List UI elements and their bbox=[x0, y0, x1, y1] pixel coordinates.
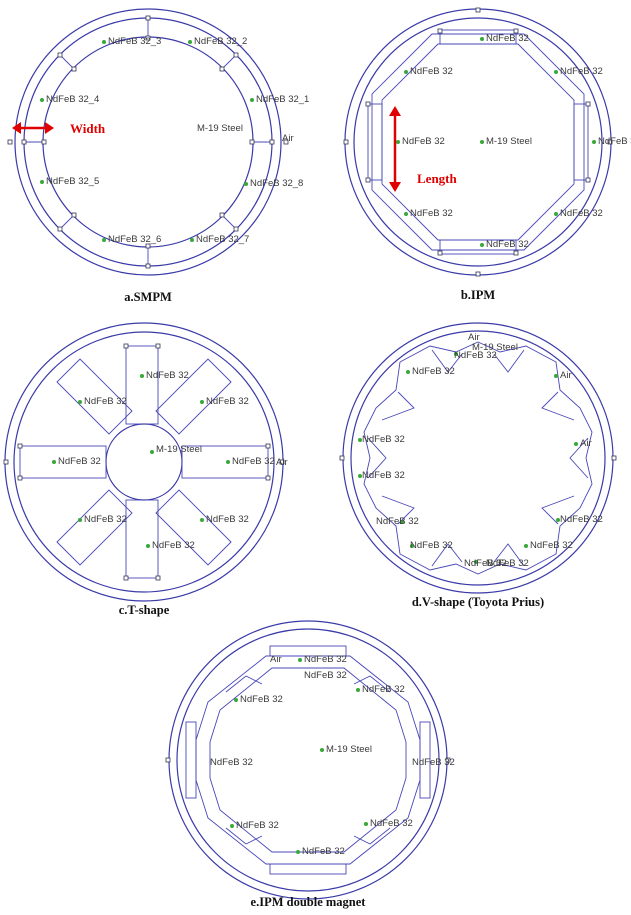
caption-smpm: a.SMPM bbox=[124, 290, 172, 304]
tshape-diagram: NdFeB 32 NdFeB 32 NdFeB 32 NdFeB 32 NdFe… bbox=[3, 322, 288, 602]
ipm-magnet-label: NdFeB 32 bbox=[410, 208, 453, 219]
vshape-magnet-label: NdFeB 32 bbox=[362, 434, 405, 445]
double-magnet-label: NdFeB 32 bbox=[302, 846, 345, 857]
tshape-magnet-label: NdFeB 32 bbox=[84, 396, 127, 407]
double-magnet-label: NdFeB 32 bbox=[362, 684, 405, 695]
length-arrow-icon bbox=[389, 106, 401, 192]
vshape-magnet-label: NdFeB 32 bbox=[362, 470, 405, 481]
ipm-core-label: M-19 Steel bbox=[486, 136, 532, 147]
caption-ipm: b.IPM bbox=[461, 288, 496, 302]
smpm-magnet-label: NdFeB 32_2 bbox=[194, 36, 247, 47]
double-magnet-label: NdFeB 32 bbox=[210, 757, 253, 768]
vshape-magnet-label: NdFeB 32 bbox=[410, 540, 453, 551]
double-magnet-label: NdFeB 32 bbox=[240, 694, 283, 705]
ipm-magnet-label: NdFeB 32 bbox=[486, 239, 529, 250]
caption-vshape: d.V-shape (Toyota Prius) bbox=[412, 595, 544, 609]
double-magnet-label: NdFeB 32 bbox=[236, 820, 279, 831]
tshape-magnet-label: NdFeB 32 bbox=[206, 514, 249, 525]
double-magnet-label: NdFeB 32 bbox=[304, 654, 347, 665]
ipm-diagram: NdFeB 32 NdFeB 32 NdFeB 32 NdFeB 32 NdFe… bbox=[343, 7, 631, 277]
tshape-core-label: M-19 Steel bbox=[156, 444, 202, 455]
ipm-magnet-label: NdFeB 32 bbox=[410, 66, 453, 77]
smpm-magnet-label: NdFeB 32_1 bbox=[256, 94, 309, 105]
length-annotation: Length bbox=[417, 171, 458, 186]
tshape-magnet-label: NdFeB 32 bbox=[84, 514, 127, 525]
tshape-magnet-label: NdFeB 32 bbox=[206, 396, 249, 407]
vshape-air-label: Air bbox=[468, 332, 480, 343]
vshape-magnet-label: NdFeB 32 bbox=[464, 558, 507, 569]
smpm-magnet-label: NdFeB 32_8 bbox=[250, 178, 303, 189]
smpm-magnet-label: NdFeB 32_6 bbox=[108, 234, 161, 245]
vshape-magnet-label: NdFeB 32 bbox=[530, 540, 573, 551]
ipm-magnet-label: NdFeB 32 bbox=[560, 208, 603, 219]
ipm-magnet-label: NdFeB 32 bbox=[486, 33, 529, 44]
smpm-magnet-label: NdFeB 32_7 bbox=[196, 234, 249, 245]
vshape-magnet-label: NdFeB 32 bbox=[560, 514, 603, 525]
double-magnet-diagram: Air NdFeB 32 NdFeB 32 NdFeB 32 NdFeB 32 … bbox=[165, 620, 455, 900]
double-air-label: Air bbox=[270, 654, 282, 665]
smpm-magnet-label: NdFeB 32_5 bbox=[46, 176, 99, 187]
tshape-magnet-label: NdFeB 32 bbox=[146, 370, 189, 381]
double-magnet-label: NdFeB 32 bbox=[304, 670, 347, 681]
vshape-magnet-label: NdFeB 32 bbox=[486, 558, 529, 569]
width-annotation: Width bbox=[70, 121, 106, 136]
vshape-magnet-label: NdFeB 32 bbox=[412, 366, 455, 377]
smpm-diagram: NdFeB 32_3 NdFeB 32_2 NdFeB 32_4 NdFeB 3… bbox=[7, 8, 309, 276]
double-magnet-label: NdFeB 32 bbox=[412, 757, 455, 768]
vshape-magnet-label: NdFeB 32 bbox=[454, 350, 497, 361]
tshape-magnet-label: NdFeB 32 bbox=[232, 456, 275, 467]
vshape-magnet-label: NdFeB 32 bbox=[376, 516, 419, 527]
caption-tshape: c.T-shape bbox=[119, 603, 170, 617]
vshape-diagram: Air M-19 Steel NdFeB 32 NdFeB 32 Air NdF… bbox=[339, 322, 617, 594]
smpm-air-label: Air bbox=[282, 133, 294, 144]
tshape-air-label: Air bbox=[276, 457, 288, 468]
vshape-core-label: M-19 Steel bbox=[472, 342, 518, 353]
width-arrow-icon bbox=[12, 122, 54, 134]
tshape-magnet-label: NdFeB 32 bbox=[152, 540, 195, 551]
vshape-air-label-3: Air bbox=[580, 438, 592, 449]
double-core-label: M-19 Steel bbox=[326, 744, 372, 755]
ipm-magnet-label: NdFeB 32 bbox=[402, 136, 445, 147]
smpm-magnet-label: NdFeB 32_3 bbox=[108, 36, 161, 47]
tshape-magnet-label: NdFeB 32 bbox=[58, 456, 101, 467]
double-magnet-label: NdFeB 32 bbox=[370, 818, 413, 829]
smpm-core-label: M-19 Steel bbox=[197, 123, 243, 134]
ipm-magnet-label: NdFeB 32 bbox=[598, 136, 631, 147]
smpm-magnet-label: NdFeB 32_4 bbox=[46, 94, 99, 105]
caption-double: e.IPM double magnet bbox=[251, 895, 367, 909]
ipm-magnet-label: NdFeB 32 bbox=[560, 66, 603, 77]
vshape-air-label-2: Air bbox=[560, 370, 572, 381]
